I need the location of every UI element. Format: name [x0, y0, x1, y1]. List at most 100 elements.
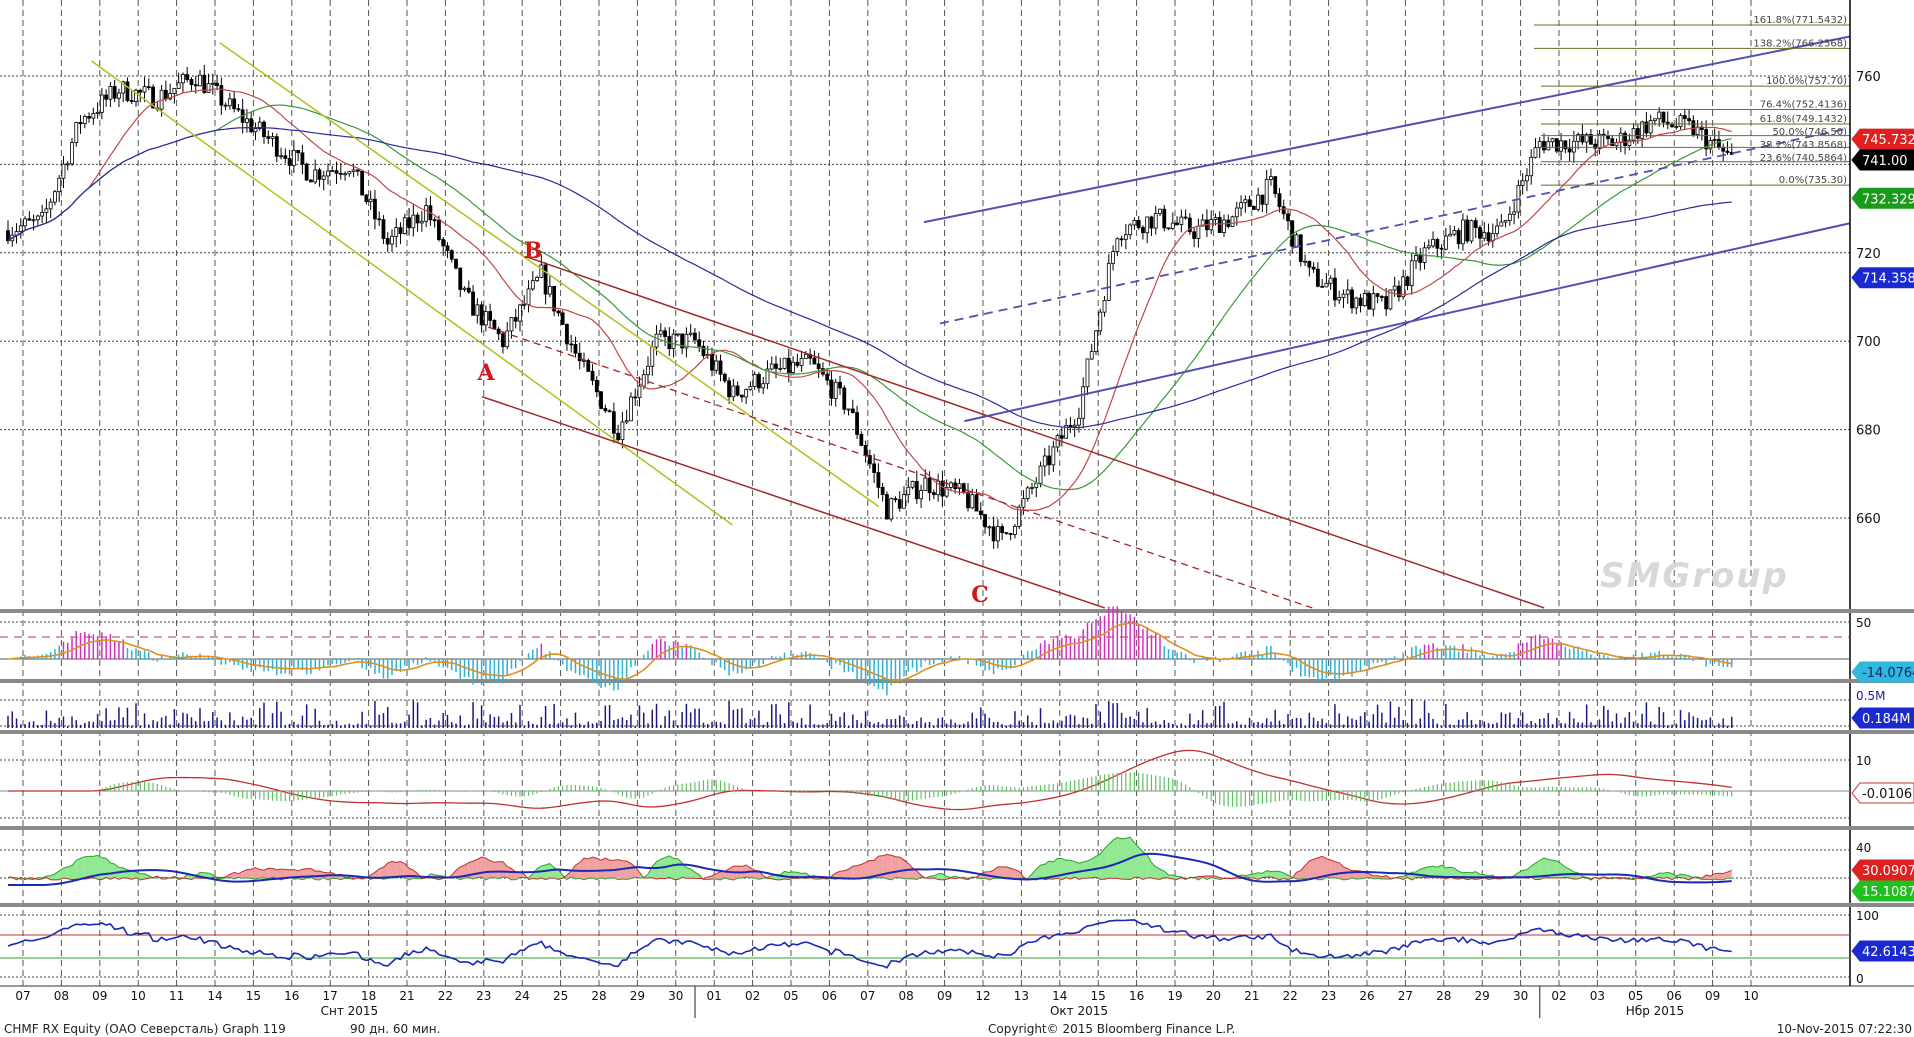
candle-body	[850, 408, 855, 413]
candle-body	[1038, 465, 1043, 484]
rsi-badge: 42.6143	[1851, 940, 1914, 962]
date-tick-label: 24	[515, 989, 530, 1003]
dmi-fill	[1296, 870, 1301, 879]
candle-body	[1094, 330, 1098, 352]
date-tick-label: 14	[1052, 989, 1067, 1003]
dmi-fill	[1164, 871, 1169, 879]
candle-body	[654, 333, 659, 348]
candle-body	[424, 205, 429, 222]
candle-body	[1712, 139, 1717, 141]
dmi-fill	[895, 856, 900, 878]
date-tick-label: 28	[591, 989, 606, 1003]
dmi-badge-red: 30.0907	[1851, 859, 1914, 881]
candle-body	[855, 412, 859, 435]
candle-body	[803, 353, 808, 359]
candle-body	[1324, 282, 1329, 288]
candle-body	[53, 191, 57, 203]
candle-body	[816, 363, 821, 369]
candle-body	[1153, 212, 1158, 229]
candle-body	[74, 122, 79, 143]
dmi-fill	[498, 861, 503, 879]
candle-body	[1452, 230, 1457, 235]
candle-body	[198, 74, 202, 87]
candle-body	[317, 169, 322, 180]
month-label: Снт 2015	[321, 1004, 379, 1018]
oscillator-badge-text: -14.0764	[1862, 666, 1914, 681]
candle-body	[586, 360, 591, 372]
moving-average-50	[7, 104, 1732, 491]
candle-body	[1657, 111, 1662, 120]
candle-body	[364, 194, 369, 203]
dmi-fill	[1305, 860, 1310, 880]
candle-body	[1512, 211, 1517, 215]
dmi-fill	[1087, 858, 1092, 879]
candle-body	[1653, 118, 1657, 121]
candle-body	[936, 480, 941, 496]
candle-body	[40, 212, 45, 217]
volume-badge: 0.184M	[1851, 707, 1914, 729]
panel-separator	[0, 826, 1914, 830]
candle-body	[1627, 139, 1632, 147]
date-tick-label: 30	[668, 989, 683, 1003]
candle-body	[48, 201, 53, 210]
dmi-fill	[1014, 869, 1020, 880]
adx-line	[8, 852, 1732, 886]
candle-body	[970, 494, 975, 509]
wave-label-C: C	[971, 582, 989, 608]
candle-body	[1030, 487, 1034, 489]
yellow-channel-upper	[219, 42, 880, 508]
candle-body	[1687, 118, 1691, 122]
date-tick-label: 14	[207, 989, 222, 1003]
candle-body	[279, 155, 283, 158]
price-badge-shape	[1851, 149, 1914, 171]
candle-body	[1435, 239, 1440, 249]
candle-body	[245, 118, 249, 123]
candle-body	[407, 217, 411, 229]
candle-body	[117, 92, 121, 99]
candle-body	[1618, 132, 1623, 143]
candle-body	[479, 304, 484, 326]
dmi-fill	[592, 857, 597, 880]
dmi-fill	[259, 869, 264, 879]
dmi-fill	[1070, 860, 1075, 880]
price-tick-label: 700	[1856, 335, 1881, 350]
dmi-fill	[1270, 871, 1276, 879]
candle-body	[300, 152, 305, 165]
date-tick-label: 29	[630, 989, 645, 1003]
candle-body	[1640, 121, 1645, 139]
dmi-fill	[1326, 858, 1331, 878]
dmi-fill	[1347, 868, 1352, 880]
month-label: Окт 2015	[1050, 1004, 1108, 1018]
dmi-fill	[1113, 837, 1118, 879]
candle-body	[560, 312, 565, 325]
candle-body	[1072, 424, 1077, 428]
dmi-fill	[1450, 867, 1455, 879]
dmi-fill	[686, 867, 691, 879]
dmi-fill	[464, 862, 469, 879]
red-channel-median	[488, 326, 1313, 609]
candle-body	[6, 230, 10, 242]
dmi-fill	[1134, 842, 1139, 878]
candle-body	[522, 303, 527, 306]
price-tick-label: 660	[1856, 512, 1881, 527]
candle-body	[833, 381, 838, 399]
candle-body	[176, 82, 181, 89]
candle-body	[1260, 194, 1265, 205]
candle-body	[253, 128, 258, 133]
dmi-fill	[131, 870, 136, 880]
dmi-fill	[1066, 860, 1071, 880]
candle-body	[889, 498, 894, 520]
dmi-fill	[848, 866, 853, 880]
dmi-fill	[1334, 861, 1340, 879]
fibonacci-level-label: 38.2%(743.8568)	[1760, 140, 1847, 151]
candle-body	[1077, 417, 1081, 426]
date-tick-label: 08	[899, 989, 914, 1003]
candle-body	[1461, 219, 1465, 245]
dmi-fill	[264, 868, 269, 879]
candle-body	[227, 98, 232, 107]
candle-body	[1239, 202, 1243, 209]
candle-body	[1234, 207, 1239, 218]
candle-body	[82, 116, 87, 125]
date-tick-label: 05	[783, 989, 798, 1003]
